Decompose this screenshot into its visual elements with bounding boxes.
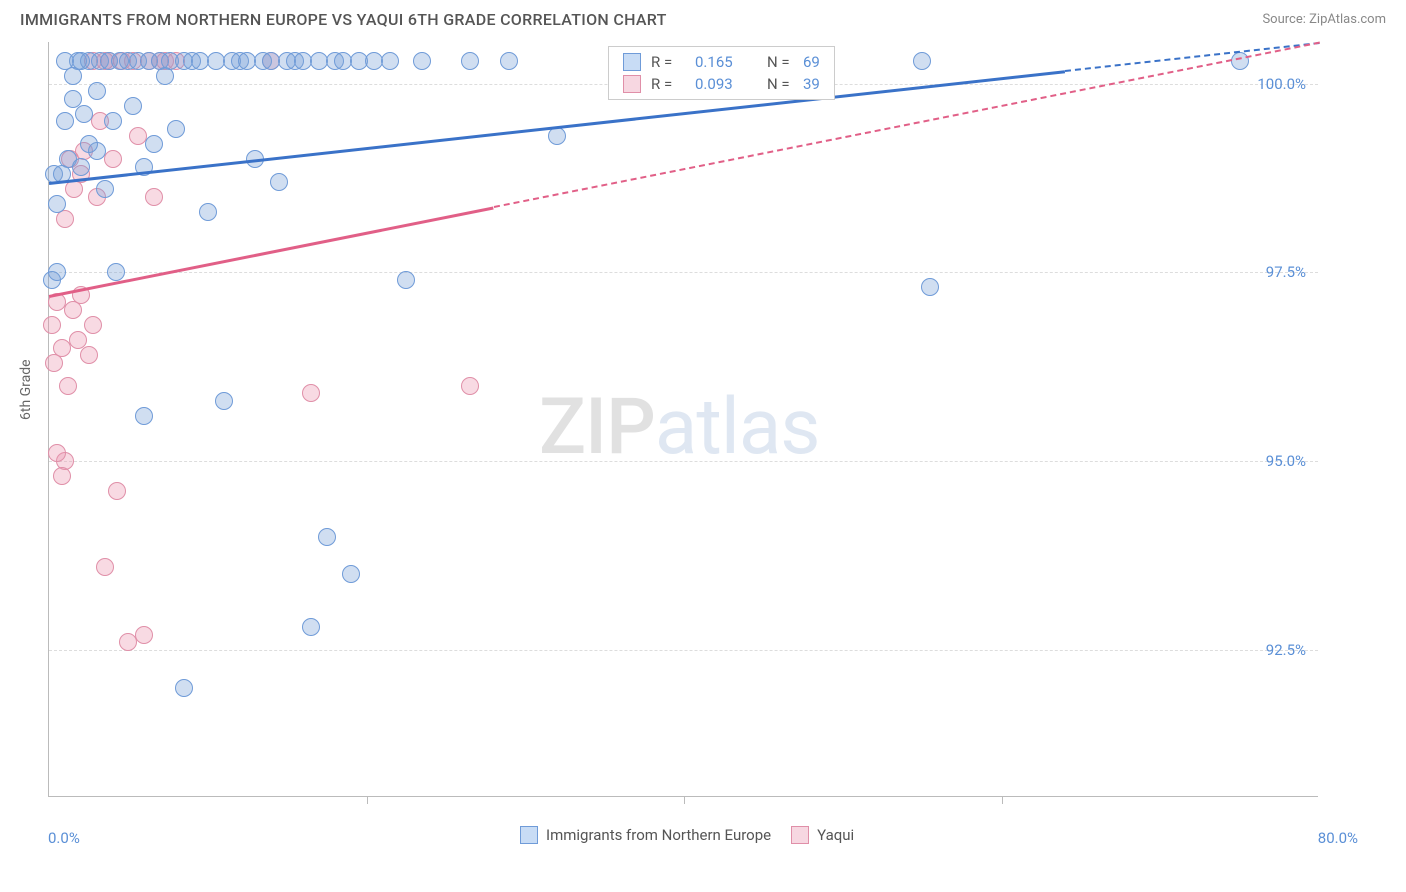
data-point xyxy=(302,384,320,402)
y-tick-label: 92.5% xyxy=(1266,641,1306,659)
data-point xyxy=(96,558,114,576)
data-point xyxy=(124,97,142,115)
data-point xyxy=(500,52,518,70)
data-point xyxy=(48,444,66,462)
data-point xyxy=(381,52,399,70)
legend-row: R =0.165N =69 xyxy=(609,51,834,73)
data-point xyxy=(80,135,98,153)
gridline-h xyxy=(49,272,1318,273)
data-point xyxy=(135,407,153,425)
legend-swatch xyxy=(791,826,809,844)
data-point xyxy=(88,82,106,100)
scatter-plot-area: ZIPatlas 92.5% 95.0% 97.5% 100.0% xyxy=(48,42,1318,797)
chart-title: IMMIGRANTS FROM NORTHERN EUROPE VS YAQUI… xyxy=(20,10,667,29)
legend-row: R =0.093N =39 xyxy=(609,73,834,95)
data-point xyxy=(413,52,431,70)
data-point xyxy=(215,392,233,410)
legend-r-value: 0.165 xyxy=(695,53,767,71)
y-tick-label: 100.0% xyxy=(1257,75,1306,93)
data-point xyxy=(48,195,66,213)
trendline xyxy=(49,206,494,297)
legend-series-label: Immigrants from Northern Europe xyxy=(546,826,771,844)
data-point xyxy=(43,316,61,334)
correlation-legend: R =0.165N =69R =0.093N =39 xyxy=(608,46,835,100)
legend-r-label: R = xyxy=(651,75,695,93)
data-point xyxy=(59,377,77,395)
data-point xyxy=(108,482,126,500)
data-point xyxy=(75,105,93,123)
legend-n-value: 69 xyxy=(803,53,820,71)
data-point xyxy=(135,626,153,644)
y-tick-label: 95.0% xyxy=(1266,452,1306,470)
x-tick xyxy=(1002,796,1003,804)
legend-swatch xyxy=(520,826,538,844)
legend-r-label: R = xyxy=(651,53,695,71)
data-point xyxy=(318,528,336,546)
x-axis-min-label: 0.0% xyxy=(48,829,80,847)
data-point xyxy=(461,377,479,395)
data-point xyxy=(145,188,163,206)
legend-swatch xyxy=(623,75,641,93)
data-point xyxy=(175,679,193,697)
data-point xyxy=(1231,52,1249,70)
gridline-h xyxy=(49,461,1318,462)
legend-series-label: Yaqui xyxy=(817,826,854,844)
gridline-h xyxy=(49,650,1318,651)
data-point xyxy=(72,52,90,70)
data-point xyxy=(104,112,122,130)
legend-n-label: N = xyxy=(767,75,803,93)
data-point xyxy=(397,271,415,289)
data-point xyxy=(167,120,185,138)
legend-n-value: 39 xyxy=(803,75,820,93)
data-point xyxy=(56,112,74,130)
legend-n-label: N = xyxy=(767,53,803,71)
trendline xyxy=(49,70,1065,184)
data-point xyxy=(104,150,122,168)
data-point xyxy=(342,565,360,583)
data-point xyxy=(461,52,479,70)
data-point xyxy=(80,346,98,364)
data-point xyxy=(921,278,939,296)
data-point xyxy=(199,203,217,221)
data-point xyxy=(302,618,320,636)
data-point xyxy=(48,263,66,281)
data-point xyxy=(53,467,71,485)
legend-swatch xyxy=(623,53,641,71)
y-axis-label: 6th Grade xyxy=(18,359,34,420)
data-point xyxy=(270,173,288,191)
data-point xyxy=(84,316,102,334)
data-point xyxy=(548,127,566,145)
data-point xyxy=(913,52,931,70)
x-tick xyxy=(684,796,685,804)
data-point xyxy=(96,180,114,198)
series-legend: Immigrants from Northern Europe Yaqui xyxy=(500,826,854,844)
legend-r-value: 0.093 xyxy=(695,75,767,93)
data-point xyxy=(72,158,90,176)
y-tick-label: 97.5% xyxy=(1266,263,1306,281)
source-attribution: Source: ZipAtlas.com xyxy=(1262,12,1386,27)
data-point xyxy=(107,263,125,281)
x-tick xyxy=(367,796,368,804)
x-axis-max-label: 80.0% xyxy=(1318,829,1358,847)
watermark: ZIPatlas xyxy=(539,382,820,473)
data-point xyxy=(145,135,163,153)
data-point xyxy=(65,180,83,198)
